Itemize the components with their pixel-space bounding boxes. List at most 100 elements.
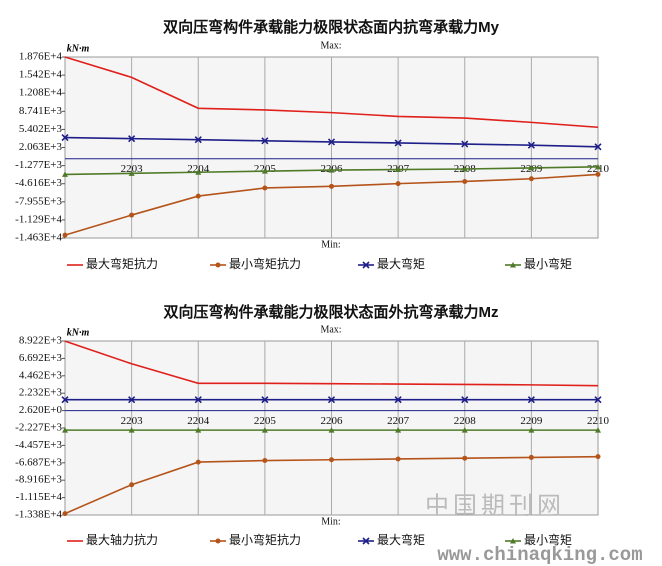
legend-label: 最大弯矩: [377, 532, 425, 547]
marker: [195, 169, 202, 175]
marker: [328, 167, 335, 173]
y-tick-label: -4.457E+3: [15, 439, 62, 451]
marker: [395, 166, 402, 173]
x-tick-label: 2203: [121, 415, 144, 427]
marker: [528, 427, 535, 433]
y-tick-label: -2.227E+3: [15, 422, 62, 434]
marker: [595, 454, 601, 460]
marker: [395, 427, 402, 433]
y-tick-label: 1.208E+4: [19, 87, 63, 99]
y-axis-label: kN·m: [67, 327, 90, 338]
marker: [62, 511, 68, 517]
marker: [595, 163, 601, 170]
max-label: Max:: [320, 40, 341, 51]
y-tick-label: 6.692E+3: [19, 352, 63, 364]
y-tick-label: 2.620E+0: [19, 404, 63, 416]
legend-marker: [510, 538, 516, 544]
legend-marker: [215, 262, 221, 268]
marker: [327, 396, 336, 404]
chart-title: 双向压弯构件承载能力极限状态面外抗弯承载力Mz: [164, 303, 499, 321]
x-tick-label: 2205: [254, 415, 277, 427]
marker: [595, 427, 601, 433]
marker: [261, 168, 268, 174]
x-tick-label: 2207: [387, 415, 410, 427]
series-line: [64, 340, 599, 387]
marker: [461, 140, 469, 148]
marker: [195, 193, 201, 199]
legend-label: 最大弯矩抗力: [86, 256, 158, 271]
legend-label: 最小弯矩抗力: [229, 532, 301, 547]
marker: [462, 178, 468, 184]
marker: [527, 141, 535, 149]
x-tick-label: 2206: [321, 415, 344, 427]
y-tick-label: 4.462E+3: [19, 369, 63, 381]
y-tick-label: -1.115E+4: [16, 491, 63, 503]
y-tick-label: -4.616E+3: [15, 177, 62, 189]
watermark-logo: 中国期刊网: [425, 493, 565, 520]
y-tick-label: -1.338E+4: [15, 509, 62, 521]
marker: [261, 427, 268, 433]
watermark-url: www.chinaqking.com: [437, 544, 642, 566]
marker: [328, 427, 335, 433]
x-tick-label: 2210: [587, 415, 610, 427]
marker: [261, 137, 269, 145]
series-line: [64, 56, 599, 129]
marker: [62, 171, 68, 177]
legend-label: 最小弯矩: [524, 532, 572, 547]
y-tick-label: 8.922E+3: [19, 335, 63, 347]
marker: [128, 427, 135, 433]
y-tick-label: -7.955E+3: [15, 195, 62, 207]
legend-marker: [510, 262, 516, 268]
legend-label: 最大轴力抗力: [86, 532, 158, 547]
y-tick-label: -1.463E+4: [15, 232, 62, 244]
marker: [129, 212, 135, 218]
marker: [395, 181, 401, 187]
min-label: Min:: [321, 516, 340, 527]
marker: [395, 456, 401, 462]
y-tick-label: -6.687E+3: [15, 456, 62, 468]
marker: [262, 458, 268, 464]
legend-label: 最小弯矩: [524, 256, 572, 271]
marker: [528, 164, 535, 171]
marker: [261, 396, 269, 404]
marker: [394, 139, 402, 147]
marker: [62, 427, 68, 433]
marker: [194, 396, 202, 404]
marker: [195, 427, 202, 433]
max-label: Max:: [320, 324, 341, 335]
marker: [195, 459, 201, 465]
marker: [594, 143, 602, 151]
x-tick-label: 2208: [454, 415, 477, 427]
y-tick-label: -1.129E+4: [15, 213, 62, 225]
legend-label: 最大弯矩: [377, 256, 425, 271]
legend-marker: [215, 538, 221, 544]
y-tick-label: 1.876E+4: [19, 51, 63, 63]
min-label: Min:: [321, 239, 340, 250]
marker: [62, 232, 68, 238]
marker: [528, 176, 534, 182]
marker: [329, 183, 334, 189]
marker: [461, 165, 468, 172]
marker: [262, 185, 268, 191]
marker: [528, 454, 534, 460]
x-tick-label: 2203: [121, 163, 144, 175]
charts: 双向压弯构件承载能力极限状态面内抗弯承载力My Max: Min: kN·m 1.876…: [15, 18, 609, 547]
y-tick-label: 5.402E+3: [19, 123, 63, 135]
marker: [194, 136, 202, 144]
marker: [461, 396, 469, 404]
marker: [61, 133, 69, 142]
legend-marker: [362, 261, 370, 269]
marker: [129, 482, 135, 488]
marker: [128, 170, 135, 176]
chart-title: 双向压弯构件承载能力极限状态面内抗弯承载力My: [163, 18, 499, 36]
y-tick-label: -8.916E+3: [15, 474, 62, 486]
x-tick-label: 2204: [187, 415, 210, 427]
marker: [461, 427, 468, 433]
marker: [394, 396, 402, 404]
marker: [527, 396, 535, 404]
marker: [595, 171, 601, 177]
y-tick-label: -1.277E+3: [15, 159, 62, 171]
marker: [329, 457, 334, 463]
legend-marker: [362, 537, 370, 545]
